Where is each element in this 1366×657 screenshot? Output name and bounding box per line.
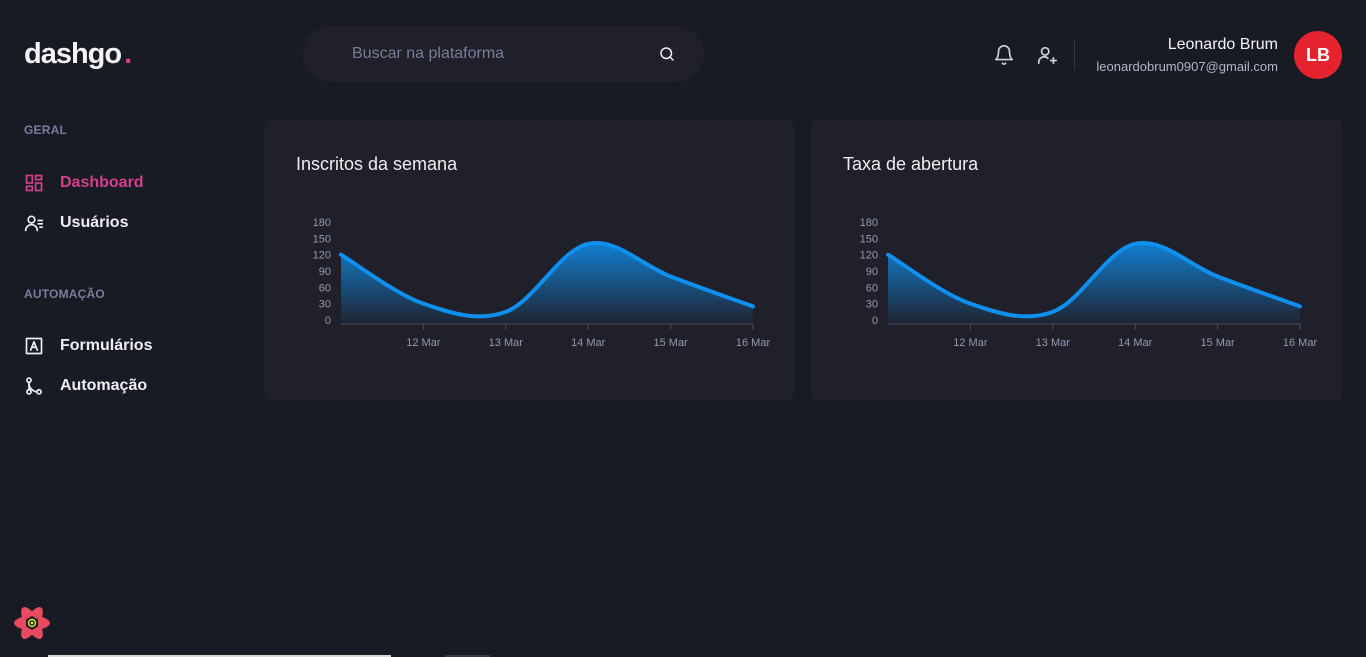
y-tick-label: 90: [866, 266, 878, 278]
y-tick-label: 180: [860, 217, 878, 229]
logo[interactable]: dashgo.: [24, 38, 132, 71]
y-tick-label: 0: [325, 315, 331, 327]
x-tick-label: 15 Mar: [1200, 337, 1235, 349]
chart-inscritos: 0 30 60 90 120 150 180 12 Mar 13 Mar 14 Mar 15 Mar…: [313, 217, 771, 349]
react-logo-icon[interactable]: [12, 605, 52, 641]
sidebar-item-formularios[interactable]: Formulários: [24, 336, 152, 356]
section-title-geral: GERAL: [24, 123, 67, 137]
y-tick-label: 30: [319, 299, 331, 311]
x-tick-label: 12 Mar: [406, 337, 441, 349]
header-icons: [993, 44, 1058, 66]
scrollbar[interactable]: [48, 655, 391, 657]
series-line: [886, 240, 1302, 319]
sidebar-item-dashboard[interactable]: Dashboard: [24, 173, 144, 193]
search-bar[interactable]: [303, 26, 704, 82]
header-divider: [1074, 40, 1075, 70]
git-merge-icon: [24, 376, 44, 396]
logo-text: dashgo: [24, 38, 122, 70]
sidebar-item-label: Dashboard: [60, 174, 144, 191]
profile-email: leonardobrum0907@gmail.com: [1096, 59, 1278, 74]
sidebar-item-automacao[interactable]: Automação: [24, 376, 147, 396]
x-tick-label: 13 Mar: [1036, 337, 1071, 349]
x-tick-label: 13 Mar: [489, 337, 524, 349]
x-tick-label: 16 Mar: [736, 337, 771, 349]
sidebar-item-usuarios[interactable]: Usuários: [24, 213, 128, 233]
form-icon: [24, 336, 44, 356]
user-plus-icon[interactable]: [1036, 44, 1058, 66]
avatar[interactable]: LB: [1294, 31, 1342, 79]
y-tick-label: 90: [319, 266, 331, 278]
series-area: [341, 242, 753, 324]
y-tick-label: 150: [860, 233, 878, 245]
chart-title: Taxa de abertura: [843, 154, 979, 174]
y-tick-label: 60: [319, 282, 331, 294]
y-tick-label: 120: [313, 250, 331, 262]
users-icon: [24, 213, 44, 233]
dashboard-icon: [24, 173, 44, 193]
y-tick-label: 180: [313, 217, 331, 229]
y-tick-label: 150: [313, 233, 331, 245]
x-tick-label: 14 Mar: [1118, 337, 1153, 349]
chart-taxa-abertura: 0 30 60 90 120 150 180 12 Mar 13 Mar 14 Mar 15 Mar…: [860, 217, 1318, 349]
x-tick-label: 12 Mar: [953, 337, 988, 349]
logo-dot: .: [124, 38, 132, 70]
chart-card-inscritos: Inscritos da semana 0 30 60 90 120 150 180 12 M…: [264, 119, 795, 401]
profile-name: Leonardo Brum: [1167, 36, 1278, 53]
profile-info: Leonardo Brum leonardobrum0907@gmail.com: [1096, 36, 1278, 74]
y-tick-label: 0: [872, 315, 878, 327]
section-title-automacao: AUTOMAÇÃO: [24, 287, 105, 301]
y-tick-label: 30: [866, 299, 878, 311]
series-line: [339, 240, 755, 319]
series-area: [888, 242, 1300, 324]
search-icon[interactable]: [658, 45, 676, 63]
scrollbar-segment: [445, 655, 490, 657]
search-input[interactable]: [352, 45, 658, 63]
x-tick-label: 16 Mar: [1283, 337, 1318, 349]
x-tick-label: 15 Mar: [653, 337, 688, 349]
sidebar-item-label: Formulários: [60, 337, 153, 354]
y-tick-label: 120: [860, 250, 878, 262]
bell-icon[interactable]: [993, 44, 1015, 66]
y-tick-label: 60: [866, 282, 878, 294]
chart-card-taxa-abertura: Taxa de abertura 0 30 60 90 120 150 180 12 Mar 1…: [811, 119, 1342, 401]
sidebar-item-label: Usuários: [60, 214, 129, 231]
x-tick-label: 14 Mar: [571, 337, 606, 349]
chart-title: Inscritos da semana: [296, 154, 458, 174]
sidebar-item-label: Automação: [60, 377, 148, 394]
